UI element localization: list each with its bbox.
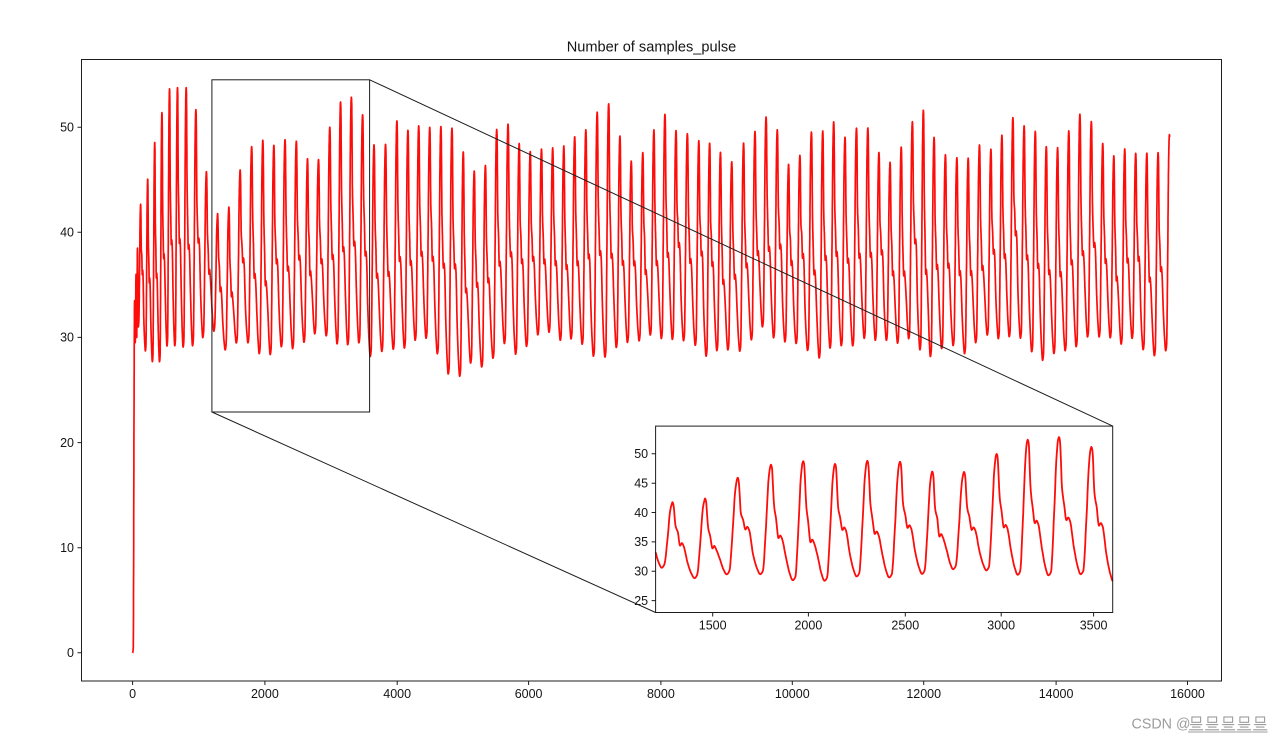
svg-text:14000: 14000 [1039, 687, 1074, 701]
svg-text:40: 40 [60, 226, 74, 240]
svg-text:12000: 12000 [906, 687, 941, 701]
svg-text:16000: 16000 [1170, 687, 1205, 701]
svg-text:0: 0 [67, 646, 74, 660]
svg-text:2000: 2000 [251, 687, 279, 701]
svg-text:2500: 2500 [891, 619, 919, 633]
svg-text:6000: 6000 [515, 687, 543, 701]
svg-text:CSDN @: CSDN @ [1132, 717, 1191, 733]
svg-text:50: 50 [634, 447, 648, 461]
svg-text:8000: 8000 [647, 687, 675, 701]
svg-text:30: 30 [634, 565, 648, 579]
svg-text:4000: 4000 [383, 687, 411, 701]
svg-text:30: 30 [60, 331, 74, 345]
svg-text:2000: 2000 [794, 619, 822, 633]
svg-text:1500: 1500 [699, 619, 727, 633]
svg-text:50: 50 [60, 121, 74, 135]
svg-text:20: 20 [60, 436, 74, 450]
svg-text:3500: 3500 [1080, 619, 1108, 633]
svg-text:35: 35 [634, 535, 648, 549]
svg-text:10: 10 [60, 541, 74, 555]
svg-text:40: 40 [634, 506, 648, 520]
svg-text:0: 0 [129, 687, 136, 701]
svg-text:10000: 10000 [775, 687, 810, 701]
svg-text:3000: 3000 [987, 619, 1015, 633]
svg-text:45: 45 [634, 477, 648, 491]
svg-text:Number of samples_pulse: Number of samples_pulse [567, 40, 737, 56]
